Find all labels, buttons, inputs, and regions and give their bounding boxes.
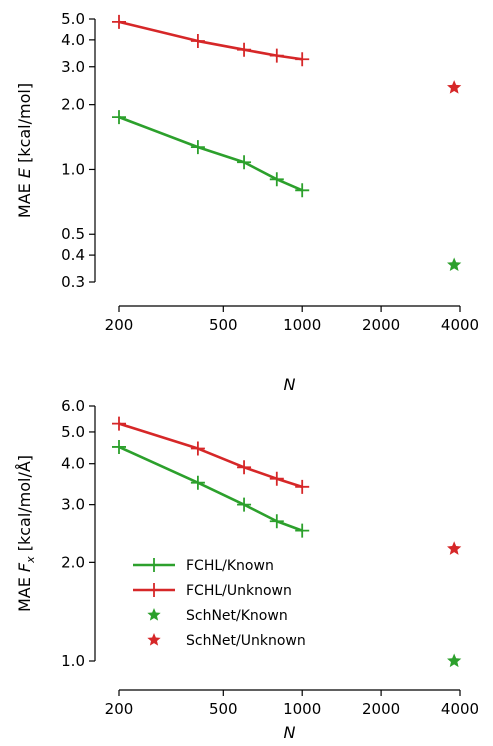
data-point-fchl-known xyxy=(237,497,252,512)
data-point-fchl-unknown xyxy=(269,48,284,63)
y-axis-label: MAE Fx [kcal/mol/Å] xyxy=(15,455,37,612)
force-mae-chart: 200 500 1000 2000 4000 1.0 2.0 3.0 4.0 5.0 6.0 N MAE… xyxy=(15,397,479,742)
data-point-fchl-known xyxy=(269,514,284,529)
x-tick-label: 2000 xyxy=(362,700,400,718)
series-line-fchl-known xyxy=(118,445,303,532)
data-point-fchl-unknown xyxy=(190,441,205,456)
x-tick-label: 500 xyxy=(209,316,238,334)
legend-label-fchl-unknown: FCHL/Unknown xyxy=(186,583,292,599)
data-point-fchl-known xyxy=(190,140,205,155)
x-tick-label: 200 xyxy=(105,316,134,334)
y-tick-label: 2.0 xyxy=(61,96,85,114)
y-tick-label: 5.0 xyxy=(61,423,85,441)
y-tick-label: 2.0 xyxy=(61,553,85,571)
y-tick-label: 3.0 xyxy=(61,496,85,514)
data-point-fchl-known xyxy=(295,183,310,198)
y-tick-label: 1.0 xyxy=(61,652,85,670)
data-point-fchl-known xyxy=(269,172,284,187)
data-point-schnet-unknown xyxy=(447,541,462,555)
x-tick-label: 1000 xyxy=(283,316,321,334)
x-axis-label: N xyxy=(284,723,296,742)
data-point-schnet-known xyxy=(447,257,462,272)
y-tick-label: 0.4 xyxy=(61,246,85,264)
series-line-fchl-unknown xyxy=(118,20,303,61)
legend-marker-schnet-known xyxy=(147,608,161,621)
y-tick-label: 4.0 xyxy=(61,455,85,473)
data-point-schnet-unknown xyxy=(447,80,462,94)
legend-label-schnet-unknown: SchNet/Unknown xyxy=(186,633,306,649)
x-tick-label: 4000 xyxy=(441,316,479,334)
legend-label-fchl-known: FCHL/Known xyxy=(186,558,274,574)
y-tick-label: 3.0 xyxy=(61,58,85,76)
data-point-fchl-unknown xyxy=(237,460,252,475)
y-axis-label: MAE E [kcal/mol] xyxy=(15,83,34,218)
energy-mae-chart: 200 500 1000 2000 4000 0.3 0.4 0.5 1.0 2.0 3.0 4.0 5… xyxy=(15,10,479,394)
y-tick-label: 4.0 xyxy=(61,31,85,49)
x-tick-label: 2000 xyxy=(362,316,400,334)
x-tick-label: 200 xyxy=(105,700,134,718)
series-line-fchl-unknown xyxy=(118,422,303,489)
data-point-fchl-unknown xyxy=(190,34,205,49)
y-tick-label: 0.5 xyxy=(61,225,85,243)
data-point-fchl-unknown xyxy=(112,14,126,29)
data-point-fchl-unknown xyxy=(112,416,126,431)
data-point-fchl-unknown xyxy=(295,479,310,494)
y-tick-label: 6.0 xyxy=(61,397,85,415)
y-tick-label: 0.3 xyxy=(61,273,85,291)
data-point-fchl-known xyxy=(190,475,205,490)
x-tick-label: 500 xyxy=(209,700,238,718)
data-point-schnet-known xyxy=(447,653,462,668)
data-point-fchl-known xyxy=(237,155,252,170)
y-tick-label: 5.0 xyxy=(61,10,85,28)
y-tick-label: 1.0 xyxy=(61,160,85,178)
data-point-fchl-unknown xyxy=(295,52,310,67)
data-point-fchl-known xyxy=(295,523,310,538)
x-axis-label: N xyxy=(284,375,296,394)
x-tick-label: 4000 xyxy=(441,700,479,718)
legend-marker-schnet-unknown xyxy=(147,633,161,646)
data-point-fchl-known xyxy=(112,439,126,454)
x-tick-label: 1000 xyxy=(283,700,321,718)
data-point-fchl-known xyxy=(112,110,126,125)
data-point-fchl-unknown xyxy=(237,42,252,57)
data-point-fchl-unknown xyxy=(269,471,284,486)
legend-label-schnet-known: SchNet/Known xyxy=(186,608,288,624)
